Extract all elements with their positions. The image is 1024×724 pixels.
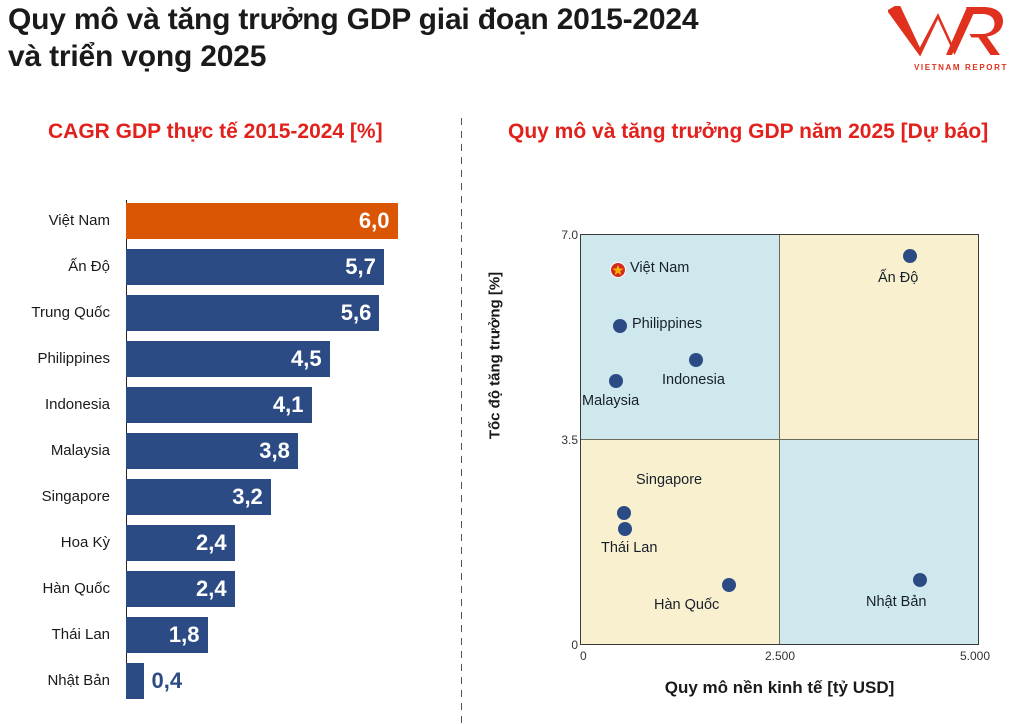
- svg-text:VIETNAM REPORT: VIETNAM REPORT: [914, 63, 1008, 72]
